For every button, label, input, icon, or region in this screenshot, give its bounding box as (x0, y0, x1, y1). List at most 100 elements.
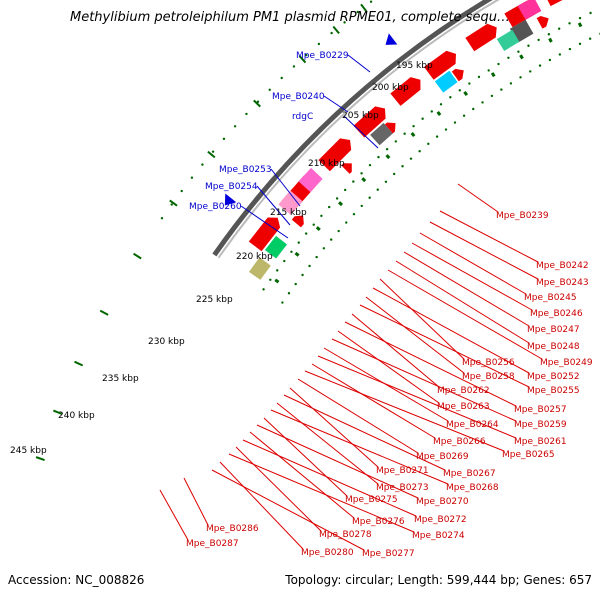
gc-dot (256, 100, 260, 103)
label-leader (411, 242, 533, 311)
gc-dot (328, 205, 331, 209)
gc-dot (320, 214, 323, 218)
gc-dot (578, 16, 582, 20)
gc-dot (497, 62, 500, 66)
gene-label-red[interactable]: Mpe_B0263 (437, 402, 490, 412)
gc-dot (547, 33, 551, 36)
gene-label-red[interactable]: Mpe_B0248 (527, 342, 580, 352)
gc-dot (468, 82, 471, 85)
gc-dot (322, 247, 326, 250)
gc-dot (589, 11, 592, 15)
gc-dot (329, 238, 333, 241)
gc-dot (568, 22, 571, 25)
gene-label-red[interactable]: Mpe_B0270 (416, 497, 469, 507)
gene-label-red[interactable]: Mpe_B0247 (527, 325, 580, 335)
gene-label-red[interactable]: Mpe_B0243 (536, 278, 589, 288)
accession-text: Accession: NC_008826 (8, 573, 145, 587)
gene-label-red[interactable]: Mpe_B0287 (186, 539, 239, 549)
gene-label-red[interactable]: Mpe_B0264 (446, 420, 499, 430)
gene-label-red[interactable]: Mpe_B0255 (527, 386, 580, 396)
forward-gene-arrow (384, 122, 396, 134)
tick-mark (298, 55, 307, 64)
label-leader (403, 251, 530, 327)
gene-label-blue[interactable]: Mpe_B0229 (296, 51, 349, 61)
gene-label-red[interactable]: Mpe_B0277 (362, 549, 415, 559)
gene-label-red[interactable]: Mpe_B0286 (206, 524, 259, 534)
label-leader (289, 387, 379, 468)
gene-label-red[interactable]: Mpe_B0278 (319, 530, 372, 540)
gene-label-red[interactable]: Mpe_B0276 (352, 517, 405, 527)
gene-label-red[interactable]: Mpe_B0245 (524, 293, 577, 303)
gc-dash (519, 54, 524, 60)
gene-label-red[interactable]: Mpe_B0252 (527, 372, 580, 382)
label-leader (347, 54, 371, 73)
gene-label-red[interactable]: Mpe_B0266 (433, 437, 486, 447)
gene-label-red[interactable]: Mpe_B0275 (345, 495, 398, 505)
gene-label-blue[interactable]: rdgC (292, 112, 313, 122)
gc-dot (477, 75, 481, 79)
gene-label-blue[interactable]: Mpe_B0253 (219, 165, 272, 175)
gene-label-red[interactable]: Mpe_B0280 (301, 548, 354, 558)
gene-label-red[interactable]: Mpe_B0265 (502, 450, 555, 460)
gc-dot (330, 31, 333, 35)
gc-dash (577, 22, 583, 28)
label-leader (270, 168, 301, 207)
label-leader (219, 461, 304, 550)
tick-mark (169, 199, 178, 207)
tick-mark (332, 25, 340, 35)
gc-dot (403, 132, 406, 135)
gc-dot (435, 135, 439, 138)
gc-dot (385, 148, 389, 151)
gene-label-red[interactable]: Mpe_B0239 (496, 211, 549, 221)
topology-text: Topology: circular; Length: 599,444 bp; … (285, 573, 592, 587)
gene-label-red[interactable]: Mpe_B0259 (514, 420, 567, 430)
gene-label-red[interactable]: Mpe_B0249 (540, 358, 593, 368)
gene-label-red[interactable]: Mpe_B0269 (416, 452, 469, 462)
gc-dot (356, 10, 359, 14)
forward-gene-arrow (291, 215, 304, 228)
gene-label-red[interactable]: Mpe_B0273 (376, 483, 429, 493)
gc-dot (305, 53, 308, 57)
gene-label-red[interactable]: Mpe_B0258 (462, 372, 515, 382)
gc-dot (160, 217, 164, 220)
gene-label-red[interactable]: Mpe_B0271 (376, 466, 429, 476)
gc-dot (377, 155, 380, 159)
label-leader (249, 431, 355, 519)
gc-dot (368, 163, 372, 167)
label-leader (235, 446, 322, 532)
label-leader (256, 185, 291, 226)
label-leader (343, 115, 379, 149)
tick-label: 245 kbp (10, 446, 47, 456)
gene-label-red[interactable]: Mpe_B0257 (514, 405, 567, 415)
gene-label-red[interactable]: Mpe_B0262 (437, 386, 490, 396)
gc-dot (222, 137, 226, 141)
gc-dot (453, 121, 457, 124)
gc-dot (412, 124, 415, 128)
tick-mark (207, 150, 216, 159)
gene-label-blue[interactable]: Mpe_B0240 (272, 92, 325, 102)
gc-dot (557, 27, 561, 30)
gc-dash (294, 251, 300, 257)
gc-dot (487, 69, 490, 72)
gene-label-red[interactable]: Mpe_B0268 (446, 483, 499, 493)
gene-label-red[interactable]: Mpe_B0267 (443, 469, 496, 479)
forward-gene-arrow (451, 68, 464, 82)
gene-label-red[interactable]: Mpe_B0246 (530, 309, 583, 319)
gene-label-red[interactable]: Mpe_B0242 (536, 261, 589, 271)
backbone-shadow (217, 0, 500, 259)
gene-label-blue[interactable]: Mpe_B0254 (205, 182, 258, 192)
tick-label: 215 kbp (270, 208, 307, 218)
gc-dot (352, 180, 355, 183)
gene-label-red[interactable]: Mpe_B0261 (514, 437, 567, 447)
gene-label-red[interactable]: Mpe_B0256 (462, 358, 515, 368)
gene-label-red[interactable]: Mpe_B0274 (412, 531, 465, 541)
feature-block (278, 190, 303, 215)
label-leader (317, 355, 517, 439)
label-leader (387, 269, 543, 360)
gc-dot (308, 264, 311, 268)
gc-dot (418, 149, 421, 153)
gene-label-red[interactable]: Mpe_B0272 (414, 515, 467, 525)
gene-label-blue[interactable]: Mpe_B0260 (189, 202, 242, 212)
gc-dot (245, 112, 248, 116)
